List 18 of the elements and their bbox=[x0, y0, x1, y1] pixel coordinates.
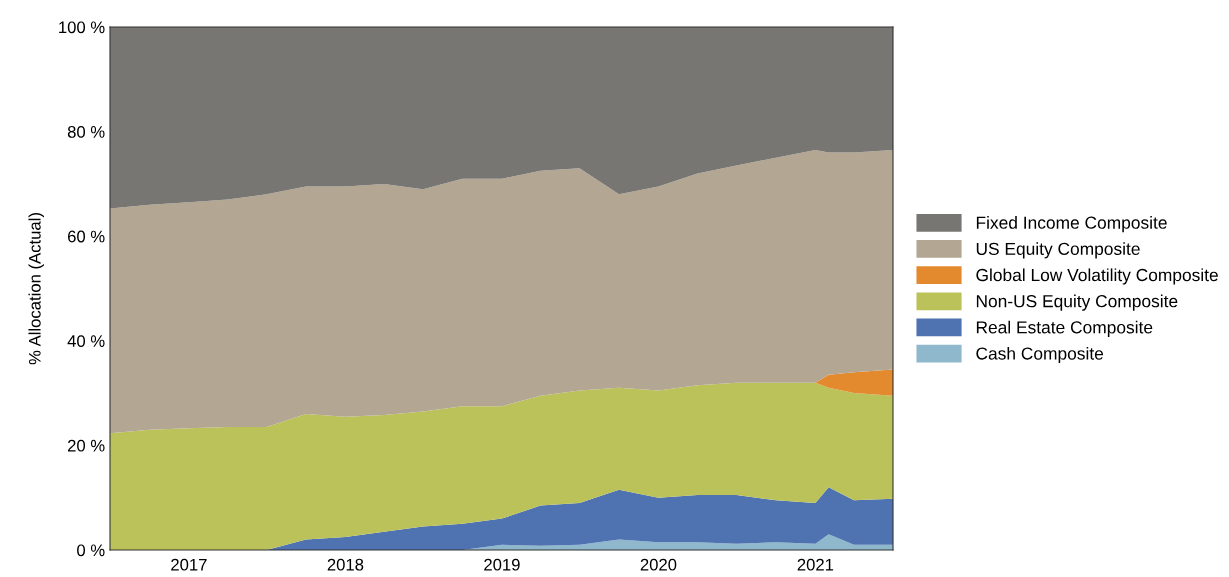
y-tick-label: 80 % bbox=[67, 126, 105, 138]
x-tick-label: 2021 bbox=[797, 558, 834, 571]
y-tick-label: 60 % bbox=[68, 230, 105, 243]
legend-label: Real Estate Composite bbox=[976, 320, 1153, 337]
y-tick-label: 0 % bbox=[77, 544, 105, 557]
x-tick-label: 2020 bbox=[640, 558, 677, 571]
y-axis-title: % Allocation (Actual) bbox=[28, 213, 44, 365]
legend-label: Cash Composite bbox=[976, 346, 1104, 364]
y-tick-label: 40 % bbox=[67, 335, 105, 347]
legend-label: Global Low Volatility Composite bbox=[976, 268, 1218, 285]
legend-label: Fixed Income Composite bbox=[976, 216, 1167, 233]
x-tick-label: 2017 bbox=[171, 558, 207, 571]
x-tick-label: 2019 bbox=[484, 558, 520, 571]
y-tick-label: 100 % bbox=[59, 21, 105, 34]
legend-label: US Equity Composite bbox=[976, 242, 1140, 259]
legend-label: Non-US Equity Composite bbox=[976, 294, 1178, 311]
x-tick-label: 2018 bbox=[327, 558, 364, 571]
y-tick-label: 20 % bbox=[67, 439, 105, 452]
